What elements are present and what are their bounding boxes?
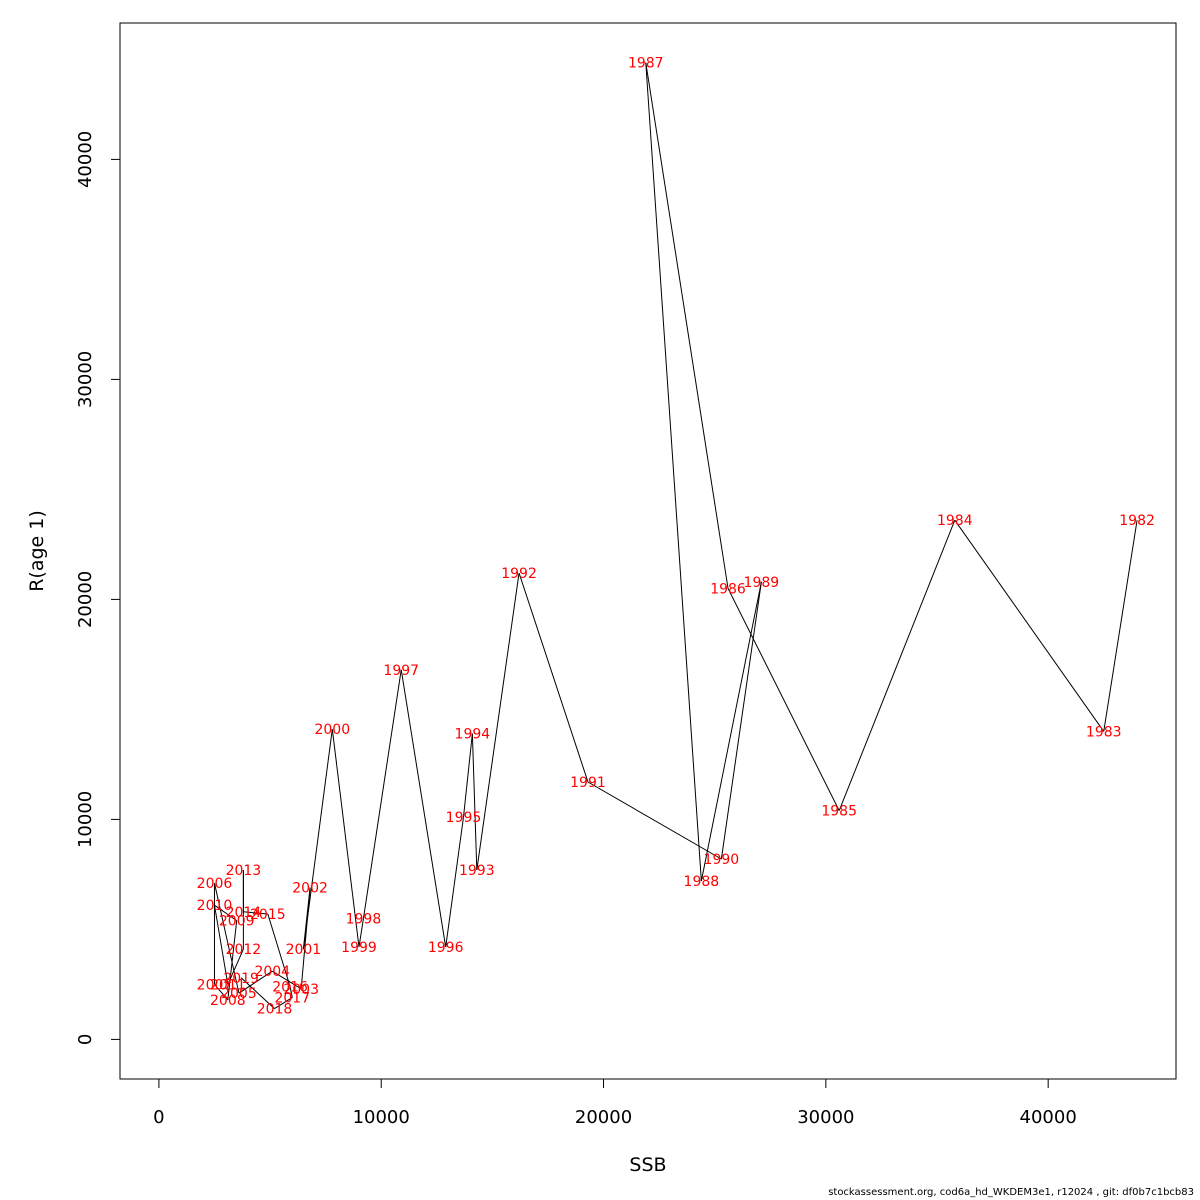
- series-segment: [300, 887, 311, 989]
- point-label: 2017: [274, 991, 310, 1007]
- point-label: 2014: [226, 905, 262, 921]
- series-segment: [587, 781, 722, 860]
- point-label: 1997: [383, 663, 419, 679]
- point-label: 1984: [937, 513, 973, 529]
- point-label: 2013: [226, 863, 262, 879]
- y-tick-label: 40000: [75, 131, 96, 188]
- point-label: 2015: [250, 907, 286, 923]
- point-label: 1985: [821, 804, 857, 820]
- series-segment: [471, 733, 478, 871]
- y-axis-title: R(age 1): [26, 510, 48, 592]
- series-segment: [518, 572, 589, 783]
- point-label: 2010: [197, 898, 233, 914]
- series-segment: [227, 948, 244, 985]
- series-segment: [720, 581, 762, 860]
- point-label: 2012: [226, 942, 262, 958]
- point-label: 1990: [704, 852, 740, 868]
- series-segment: [362, 669, 402, 919]
- series-segment: [954, 519, 1105, 732]
- point-label: 2018: [257, 1002, 293, 1018]
- point-label: 1998: [346, 911, 382, 927]
- series-segment: [227, 920, 238, 1000]
- point-label: 2000: [314, 722, 350, 738]
- series-segment: [727, 588, 840, 811]
- x-tick-label: 40000: [1020, 1107, 1077, 1128]
- point-label: 1992: [501, 566, 537, 582]
- point-label: 2001: [286, 942, 322, 958]
- y-tick-label: 30000: [75, 351, 96, 408]
- series-segment: [214, 984, 229, 1001]
- x-axis-title: SSB: [629, 1154, 666, 1176]
- point-labels: 1982 1983 1984 1985 1986 1987 1988 1989 1990 1991…: [197, 56, 1155, 1018]
- series-segment: [1103, 520, 1138, 732]
- series-segment: [272, 970, 302, 990]
- series-segment: [645, 62, 702, 882]
- series-segment: [400, 669, 447, 948]
- series-segment: [445, 817, 464, 948]
- series-segment: [238, 970, 273, 994]
- series-segment: [267, 913, 291, 987]
- point-label: 1995: [446, 810, 482, 826]
- series-path: [213, 62, 1138, 1010]
- series-segment: [700, 581, 762, 882]
- point-label: 1986: [710, 581, 746, 597]
- y-tick-label: 0: [75, 1034, 96, 1045]
- point-label: 2002: [292, 881, 328, 897]
- point-label: 2019: [223, 971, 259, 987]
- point-label: 1987: [628, 56, 664, 72]
- point-label: 2006: [197, 876, 233, 892]
- point-label: 2016: [272, 980, 308, 996]
- y-tick-label: 20000: [75, 571, 96, 628]
- x-tick-label: 30000: [797, 1107, 854, 1128]
- point-label: 1993: [459, 863, 495, 879]
- point-label: 1999: [341, 940, 377, 956]
- series-segment: [243, 911, 268, 915]
- point-label: 1988: [684, 874, 720, 890]
- series-segment: [476, 572, 520, 871]
- point-label: 2005: [221, 986, 257, 1002]
- x-tick-label: 0: [153, 1107, 164, 1128]
- point-label: 1982: [1119, 513, 1155, 529]
- point-label: 2007: [197, 977, 233, 993]
- series-segment: [645, 62, 729, 589]
- point-label: 2008: [210, 993, 246, 1009]
- point-label: 2011: [210, 977, 246, 993]
- point-label: 2004: [254, 964, 290, 980]
- y-axis: 0 10000 20000 30000 40000: [75, 131, 121, 1045]
- point-label: 2009: [219, 914, 255, 930]
- series-segment: [213, 905, 229, 985]
- point-label: 1983: [1086, 724, 1122, 740]
- series-segment: [213, 883, 240, 994]
- series-segment: [289, 986, 293, 998]
- series-segment: [331, 729, 360, 948]
- point-label: 1991: [570, 775, 606, 791]
- point-label: 1996: [428, 940, 464, 956]
- footer-note: stockassessment.org, cod6a_hd_WKDEM3e1, …: [828, 1187, 1194, 1198]
- series-segment: [240, 977, 275, 1009]
- series-segment: [838, 520, 956, 811]
- x-axis: 0 10000 20000 30000 40000: [153, 1078, 1077, 1128]
- point-label: 2003: [283, 982, 319, 998]
- series-segment: [274, 997, 293, 1010]
- y-tick-label: 10000: [75, 791, 96, 848]
- series-segment: [462, 733, 473, 818]
- series-segment: [214, 904, 238, 922]
- point-label: 1994: [455, 727, 491, 743]
- x-tick-label: 20000: [575, 1107, 632, 1128]
- series-segment: [358, 918, 364, 948]
- point-label: 1989: [744, 575, 780, 591]
- x-tick-label: 10000: [353, 1107, 410, 1128]
